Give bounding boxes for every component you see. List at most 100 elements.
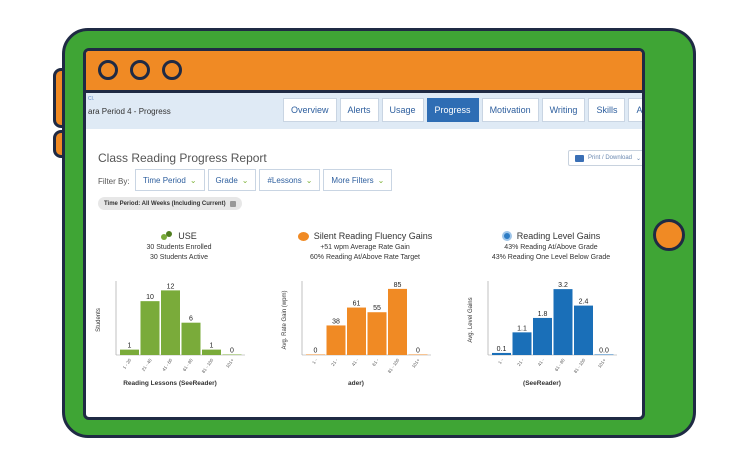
x-tick-label: 61 - 80 (182, 357, 194, 372)
chart-title: USE (90, 231, 268, 241)
bar-value-label: 12 (167, 283, 175, 290)
x-tick-label: 81 - 100 (573, 357, 587, 374)
chart-title: Silent Reading Fluency Gains (276, 231, 454, 241)
tab-bar: Overview Alerts Usage Progress Motivatio… (283, 98, 642, 122)
chevron-down-icon: ⌄ (377, 175, 385, 185)
chevron-down-icon: ⌄ (241, 175, 249, 185)
report-title: Class Reading Progress Report (98, 151, 267, 165)
filter-lessons[interactable]: #Lessons ⌄ (259, 169, 321, 191)
chevron-down-icon: ⌄ (636, 155, 642, 162)
x-tick-label: 1 - 20 (122, 357, 133, 370)
x-tick-label: 21 - 40 (141, 357, 153, 372)
x-axis-label: (SeeReader) (523, 380, 561, 387)
bar-value-label: 0 (230, 348, 234, 355)
filter-grade[interactable]: Grade ⌄ (207, 169, 257, 191)
use-chart: USE 30 Students Enrolled 30 Students Act… (90, 231, 268, 401)
bar (533, 317, 552, 355)
tab-assessment[interactable]: Assessment (628, 98, 642, 122)
fluency-bar-chart: Avg. Rate Gain (wpm) 0 1 - 38 21 - 61 41 - 5… (282, 281, 431, 387)
chart-subtitle: +51 wpm Average Rate Gain (320, 244, 410, 251)
print-download-button[interactable]: Print / Download ⌄ (568, 150, 642, 166)
chart-subtitle: 60% Reading At/Above Rate Target (309, 254, 420, 261)
lock-icon (229, 200, 236, 207)
level-chart: Reading Level Gains 43% Reading At/Above… (462, 231, 640, 401)
bar (492, 352, 511, 355)
chart-subtitle: 30 Students Enrolled (146, 244, 212, 251)
y-axis-label: Avg. Rate Gain (wpm) (282, 291, 288, 350)
level-bar-chart: Avg. Level Gains 0.1 1 - 1.1 21 - 1.8 41 - 3… (468, 281, 617, 387)
x-tick-label: 101+ (411, 357, 421, 368)
x-tick-label: 21 - (330, 357, 339, 367)
time-period-badge[interactable]: Time Period: All Weeks (Including Curren… (98, 197, 242, 210)
report-content: Class Reading Progress Report Print / Do… (86, 51, 642, 417)
chart-subtitle: 43% Reading One Level Below Grade (491, 254, 611, 261)
bar (512, 332, 532, 355)
bar (140, 301, 160, 355)
bar-value-label: 55 (373, 305, 381, 312)
chevron-down-icon: ⌄ (189, 175, 197, 185)
filter-time-period[interactable]: Time Period ⌄ (135, 169, 205, 191)
filter-more[interactable]: More Filters ⌄ (323, 169, 393, 191)
bar (306, 354, 325, 355)
x-axis-label: ader) (348, 380, 364, 387)
x-tick-label: 61 - (371, 357, 380, 367)
bar (594, 354, 614, 355)
bar-value-label: 0.0 (599, 348, 609, 355)
bar-value-label: 1 (210, 343, 214, 350)
x-tick-label: 101+ (597, 357, 607, 368)
tablet-home-button (653, 219, 685, 251)
tab-progress[interactable]: Progress (426, 98, 479, 122)
filter-bar: Time Period ⌄ Grade ⌄ #Lessons ⌄ More Filte… (135, 169, 393, 191)
x-tick-label: 41 - (351, 357, 360, 367)
tab-motivation[interactable]: Motivation (481, 98, 539, 122)
bar (120, 349, 139, 355)
x-tick-label: 1 - (311, 357, 318, 365)
x-tick-label: 1 - (497, 357, 504, 365)
window-control-circle-3[interactable] (162, 60, 182, 80)
bar-value-label: 1.1 (517, 325, 527, 332)
filter-label: Filter By: (98, 177, 130, 186)
window-control-circle-1[interactable] (98, 60, 118, 80)
bar-value-label: 38 (332, 318, 340, 325)
fluency-icon (297, 231, 309, 241)
chart-title: Reading Level Gains (462, 231, 640, 241)
bar (326, 325, 346, 355)
window-title-bar (86, 51, 642, 93)
level-icon (501, 231, 512, 241)
printer-icon (575, 154, 584, 162)
bar (367, 312, 387, 355)
tab-writing[interactable]: Writing (541, 98, 586, 122)
bar (553, 289, 573, 355)
bar-value-label: 1.8 (538, 311, 548, 318)
x-axis-label: Reading Lessons (SeeReader) (123, 380, 217, 387)
bar-value-label: 0.1 (497, 346, 507, 353)
bar-value-label: 85 (394, 282, 402, 289)
bar (408, 354, 428, 355)
bar (222, 354, 242, 355)
chevron-down-icon: ⌄ (305, 175, 313, 185)
chart-subtitle: 43% Reading At/Above Grade (504, 244, 598, 251)
window-control-circle-2[interactable] (130, 60, 150, 80)
breadcrumb[interactable]: Cl. (88, 96, 95, 102)
tab-skills[interactable]: Skills (588, 98, 626, 122)
bar-value-label: 0 (314, 348, 318, 355)
fluency-chart: Silent Reading Fluency Gains +51 wpm Ave… (276, 231, 454, 401)
users-icon (161, 231, 173, 241)
x-tick-label: 81 - 100 (201, 357, 215, 374)
bar (161, 290, 180, 355)
bar-value-label: 6 (189, 316, 193, 323)
x-tick-label: 41 - (537, 357, 546, 367)
tab-alerts[interactable]: Alerts (339, 98, 379, 122)
bar (388, 288, 407, 355)
chart-subtitle: 30 Students Active (150, 254, 208, 261)
x-tick-label: 21 - (516, 357, 525, 367)
bar (574, 305, 593, 355)
app-header: Cl. ara Period 4 - Progress Overview Ale… (86, 93, 642, 129)
bar (347, 307, 366, 355)
tab-overview[interactable]: Overview (283, 98, 337, 122)
bar-value-label: 61 (353, 301, 361, 308)
y-axis-label: Students (96, 308, 102, 332)
y-axis-label: Avg. Level Gains (468, 297, 474, 342)
tab-usage[interactable]: Usage (381, 98, 424, 122)
